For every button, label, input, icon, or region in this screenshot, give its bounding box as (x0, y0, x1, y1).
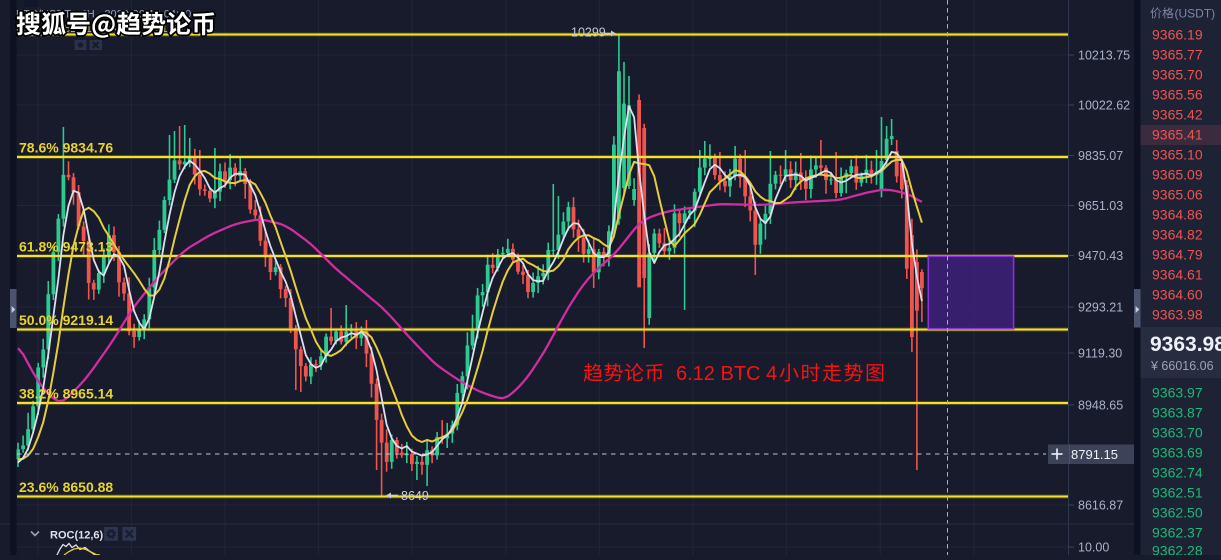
svg-text:10.00: 10.00 (1078, 541, 1109, 555)
svg-text:9362.51: 9362.51 (1152, 485, 1203, 501)
svg-text:9365.41: 9365.41 (1152, 127, 1203, 143)
svg-text:9366.19: 9366.19 (1152, 27, 1203, 43)
svg-text:9363.69: 9363.69 (1152, 445, 1203, 461)
svg-text:10299: 10299 (571, 26, 606, 40)
svg-text:8948.65: 8948.65 (1078, 399, 1123, 413)
svg-text:9362.74: 9362.74 (1152, 465, 1203, 481)
svg-text:10022.62: 10022.62 (1078, 99, 1130, 113)
svg-text:9362.37: 9362.37 (1152, 525, 1203, 541)
svg-text:9364.86: 9364.86 (1152, 207, 1203, 223)
svg-text:6.12 BTC 4: 6.12 BTC 4 (676, 363, 777, 385)
svg-text:23.6% 8650.88: 23.6% 8650.88 (19, 479, 113, 495)
svg-text:ROC(12,6): ROC(12,6) (50, 530, 104, 542)
svg-text:8616.87: 8616.87 (1078, 499, 1123, 513)
svg-text:9363.70: 9363.70 (1152, 425, 1203, 441)
svg-text:9119.30: 9119.30 (1078, 347, 1122, 361)
svg-text:8649: 8649 (401, 489, 429, 503)
svg-text:9364.61: 9364.61 (1152, 267, 1203, 283)
svg-text:8791.15: 8791.15 (1071, 447, 1118, 462)
svg-text:9835.07: 9835.07 (1078, 149, 1123, 163)
svg-text:9364.60: 9364.60 (1152, 287, 1203, 303)
svg-text:9363.97: 9363.97 (1152, 385, 1203, 401)
svg-text:9363.87: 9363.87 (1152, 405, 1203, 421)
svg-text:9651.03: 9651.03 (1078, 199, 1123, 213)
svg-text:9365.09: 9365.09 (1152, 167, 1203, 183)
svg-text:9363.98: 9363.98 (1150, 333, 1221, 356)
svg-text:61.8% 9473.13: 61.8% 9473.13 (19, 239, 113, 255)
svg-text:9293.21: 9293.21 (1078, 301, 1123, 315)
svg-text:9365.06: 9365.06 (1152, 187, 1203, 203)
svg-text:9362.28: 9362.28 (1152, 543, 1203, 556)
svg-text:9362.50: 9362.50 (1152, 505, 1203, 521)
svg-text:9364.79: 9364.79 (1152, 247, 1203, 263)
svg-text:78.6% 9834.76: 78.6% 9834.76 (19, 140, 113, 156)
svg-text:9365.10: 9365.10 (1152, 147, 1203, 163)
svg-text:9363.98: 9363.98 (1152, 307, 1203, 323)
svg-text:38.2% 8965.14: 38.2% 8965.14 (19, 386, 113, 402)
svg-text:10213.75: 10213.75 (1078, 49, 1130, 63)
svg-text:(USDT): (USDT) (1175, 7, 1216, 21)
svg-text:9365.77: 9365.77 (1152, 47, 1203, 63)
svg-text:9364.82: 9364.82 (1152, 227, 1203, 243)
svg-text:9470.43: 9470.43 (1078, 249, 1123, 263)
svg-text:¥ 66016.06: ¥ 66016.06 (1150, 359, 1214, 373)
svg-text:50.0% 9219.14: 50.0% 9219.14 (19, 312, 113, 328)
svg-text:9365.70: 9365.70 (1152, 67, 1203, 83)
svg-text:9365.42: 9365.42 (1152, 107, 1203, 123)
svg-text:9365.56: 9365.56 (1152, 87, 1203, 103)
